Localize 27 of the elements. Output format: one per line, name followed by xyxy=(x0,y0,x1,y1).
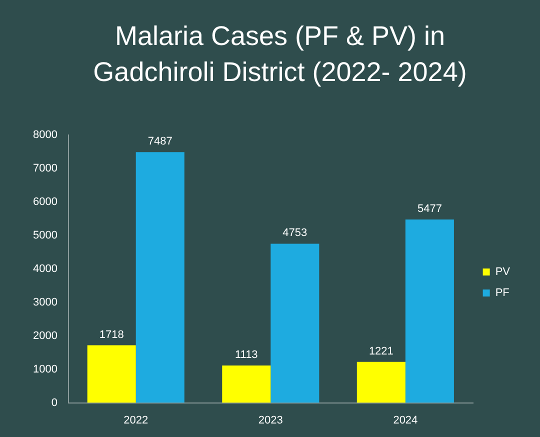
x-tick-label: 2022 xyxy=(124,414,148,426)
y-tick-label: 3000 xyxy=(32,296,58,308)
bar xyxy=(356,362,406,403)
y-tick-label: 5000 xyxy=(32,229,58,242)
bar xyxy=(270,244,320,403)
bar xyxy=(136,152,184,403)
data-label: 1221 xyxy=(368,345,394,358)
data-label: 1113 xyxy=(234,349,258,362)
bar xyxy=(405,219,454,403)
legend-label: PV xyxy=(495,266,511,278)
bar xyxy=(222,366,271,403)
bar xyxy=(87,345,136,403)
y-tick-label: 1000 xyxy=(32,363,58,376)
chart-title: Malaria Cases (PF & PV) in Gadchiroli District (2022- 2024) xyxy=(92,20,468,89)
y-tick-label: 0 xyxy=(51,396,58,409)
legend-label: PF xyxy=(495,287,510,300)
data-label: 1718 xyxy=(99,328,124,341)
y-tick-label: 4000 xyxy=(32,262,58,275)
data-label: 7487 xyxy=(148,136,172,148)
y-tick-label: 7000 xyxy=(32,162,58,175)
x-tick-label: 2024 xyxy=(393,414,418,426)
y-tick-label: 8000 xyxy=(32,129,58,142)
x-tick-label: 2023 xyxy=(258,414,283,426)
y-tick-label: 2000 xyxy=(32,330,58,342)
data-label: 5477 xyxy=(417,202,442,215)
data-label: 4753 xyxy=(282,227,308,240)
y-tick-label: 6000 xyxy=(32,196,58,208)
